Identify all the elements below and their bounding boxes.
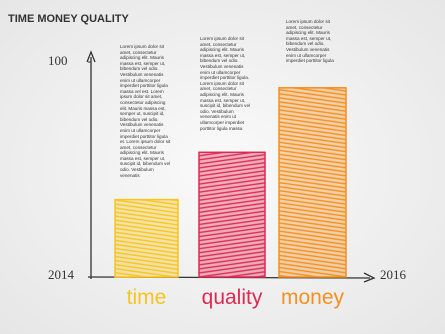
x-tick-label: time: [127, 286, 167, 309]
chart-title: TIME MONEY QUALITY: [8, 13, 129, 25]
annotation-box: Lorem ipsum dolor sit amet, consectetur …: [286, 19, 334, 64]
annotation-box: Lorem ipsum dolor sit amet, consectetur …: [200, 36, 251, 131]
y-tick-label: 100: [48, 53, 68, 68]
x-start-label: 2014: [48, 267, 75, 282]
bar: [198, 151, 266, 278]
annotation: Lorem ipsum dolor sit amet, consectetur …: [286, 19, 334, 64]
bar: [278, 87, 347, 278]
x-tick-label: money: [281, 286, 345, 309]
annotation: Lorem ipsum dolor sit amet, consectetur …: [200, 36, 251, 131]
annotation: Lorem ipsum dolor sit amet, consectetur …: [120, 44, 171, 178]
bar: [114, 198, 179, 278]
x-tick-label: quality: [202, 286, 263, 309]
y-axis-arrow: [86, 50, 96, 63]
x-end-label: 2016: [380, 267, 407, 282]
x-axis-arrow: [363, 272, 376, 283]
annotation-box: Lorem ipsum dolor sit amet, consectetur …: [120, 44, 171, 178]
